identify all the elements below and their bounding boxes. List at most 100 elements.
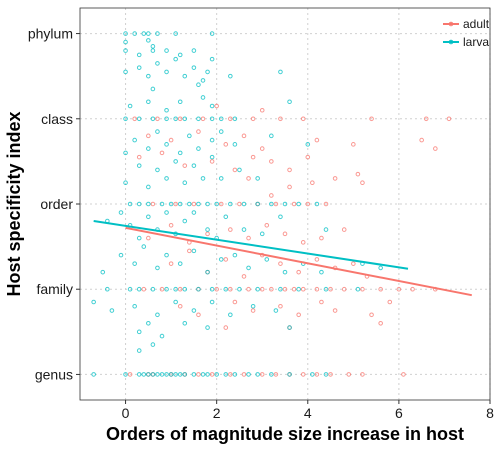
larva-point [173,116,178,122]
adult-point [314,137,320,143]
larva-point [200,176,206,181]
legend: adult larva [443,17,490,49]
adult-point [360,180,365,185]
larva-point [177,99,183,105]
adult-point [341,286,347,292]
y-axis-title: Host specificity index [4,111,24,296]
x-tick-label: 4 [304,405,312,421]
adult-point [237,201,242,207]
adult-point [346,372,352,377]
larva-point [146,201,151,207]
larva-point [100,269,106,275]
legend-key-point-larva [448,39,454,45]
larva-point [209,56,215,62]
larva-point [278,214,283,220]
larva-point [123,39,128,45]
larva-point [246,372,251,377]
adult-point [314,257,320,262]
larva-point [255,372,260,377]
adult-point [287,184,292,190]
adult-point [323,201,329,207]
larva-point [278,69,283,75]
adult-point [360,372,365,377]
larva-point [228,312,233,318]
larva-point [173,159,178,164]
adult-point [196,129,201,134]
adult-point [146,235,151,241]
larva-point [255,286,260,292]
adult-point [300,286,306,292]
adult-point [241,372,247,377]
adult-point [410,286,415,292]
larva-point [196,201,201,207]
adult-point [155,116,160,122]
larva-point [136,372,142,377]
larva-point [182,116,188,122]
adult-point [328,286,333,292]
larva-point [136,116,142,122]
larva-point [182,372,188,377]
larva-point [209,299,215,305]
larva-point [173,299,178,305]
larva-point [150,48,156,53]
adult-point [419,137,424,143]
larva-point [164,107,169,113]
adult-point [360,286,365,292]
larva-point [323,286,329,292]
larva-point [214,372,219,377]
adult-point [369,116,374,122]
larva-point [209,154,215,160]
larva-point [205,69,210,75]
larva-point [141,372,147,377]
larva-point [209,31,215,36]
larva-point [164,69,169,75]
adult-point [296,312,301,318]
adult-point [241,274,247,279]
larva-point [155,265,160,271]
larva-point [164,116,169,122]
larva-point [146,146,151,151]
adult-point [146,133,151,139]
larva-point [200,372,206,377]
larva-point [150,44,156,49]
larva-point [105,286,110,292]
larva-point [146,372,151,377]
larva-point [182,286,188,292]
adult-point [150,201,156,207]
larva-point [314,201,320,207]
larva-point [287,99,292,105]
larva-point [146,214,151,220]
larva-point [205,227,210,232]
adult-point [259,146,265,151]
larva-point [123,116,128,122]
larva-point [310,372,315,377]
larva-point [205,325,210,330]
larva-point [232,252,238,258]
larva-point [164,252,169,258]
larva-point [196,116,201,122]
adult-point [132,116,137,122]
adult-point [351,261,356,266]
adult-point [228,286,233,292]
larva-point [141,31,147,36]
x-tick-label: 6 [395,405,403,421]
larva-point [91,299,96,305]
larva-point [378,265,383,271]
larva-point [282,269,288,275]
larva-point [191,163,197,168]
x-tick-label: 2 [213,405,221,421]
adult-point [319,235,324,241]
adult-point [278,116,283,122]
larva-point [209,286,215,292]
larva-point [155,167,160,173]
larva-point [191,308,197,313]
trend-lines [93,220,472,297]
adult-point [287,167,292,173]
larva-point [269,372,274,377]
x-tick-label: 0 [122,405,130,421]
adult-point [332,308,338,313]
larva-point [237,167,242,173]
adult-point [214,103,219,109]
larva-point [109,308,115,313]
larva-point [173,286,178,292]
